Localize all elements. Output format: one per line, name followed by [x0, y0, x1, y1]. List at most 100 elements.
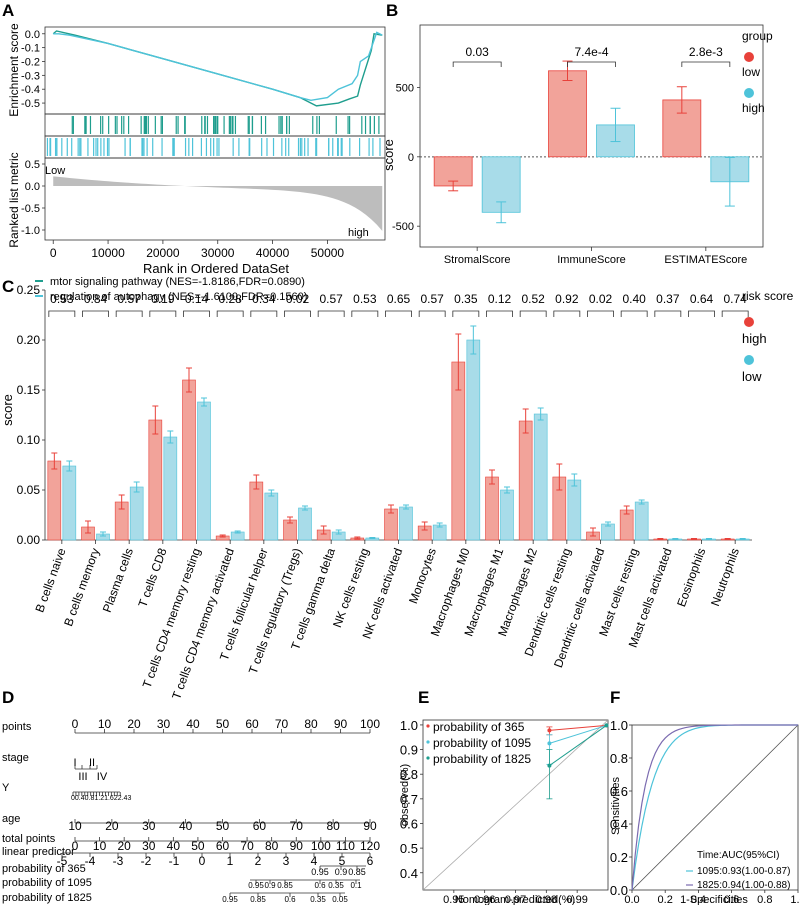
total-points-tick-label: 10 [93, 839, 107, 853]
panel-label-d: D [2, 688, 14, 707]
b-legend-dot-high [744, 88, 754, 98]
es-tick-label: -0.5 [21, 98, 40, 110]
b-bracket [567, 61, 616, 67]
prob365-tick-label: 0.9 [335, 867, 348, 877]
prob1095-tick-label: 0.85 [277, 881, 293, 890]
c-legend-dot-high [744, 317, 754, 327]
age-tick-label: 10 [68, 819, 82, 833]
c-legend-high: high [742, 331, 767, 346]
c-bracket [452, 310, 480, 317]
c-bar-low [264, 492, 279, 541]
stage-tick-label: IV [97, 771, 108, 783]
b-y-tick-label: 0 [408, 152, 414, 164]
c-category-label: B cells naive [32, 546, 68, 614]
c-y-tick-label: 0.10 [17, 433, 41, 447]
a-x-tick-label: 30000 [201, 246, 235, 260]
c-bracket [317, 310, 345, 317]
c-category-label: B cells memory [61, 546, 102, 628]
e-diagonal [422, 719, 609, 891]
f-legend-1825: 1825:0.94(1.00-0.88) [697, 880, 790, 891]
e-y-tick-label: 0.8 [400, 767, 418, 782]
nomogram-row-label: probability of 365 [2, 863, 86, 875]
c-pvalue: 0.02 [589, 292, 613, 306]
c-bar-high [47, 460, 62, 541]
panel-label-a: A [2, 1, 14, 20]
a-x-tick-label: 10000 [91, 246, 125, 260]
panel-label-c: C [2, 277, 14, 296]
f-y-axis-label: Sensitivities [610, 776, 622, 835]
f-x-tick-label: 1.0 [790, 894, 800, 905]
e-x-tick-label: 0.95 [443, 894, 464, 905]
b-pvalue: 0.03 [465, 45, 489, 59]
e-legend-label: probability of 1825 [433, 752, 531, 766]
age-tick-label: 70 [290, 819, 304, 833]
c-bracket [654, 310, 682, 317]
b-category-label: ImmuneScore [557, 254, 625, 266]
e-x-tick-label: 0.99 [566, 894, 587, 905]
ranked-metric-area [53, 176, 383, 231]
b-bar-ImmuneScore-low [548, 70, 587, 158]
y-tick-labels: 00.40.81.21.622.43 [71, 795, 131, 802]
b-legend-low: low [742, 65, 760, 79]
lp-tick-label: 5 [339, 854, 346, 868]
metric-tick-label: 0.5 [25, 159, 40, 171]
c-bracket [418, 310, 446, 317]
age-tick-label: 20 [105, 819, 119, 833]
e-calibration-line [549, 725, 607, 766]
c-y-tick-label: 0.25 [17, 283, 41, 297]
age-tick-label: 30 [142, 819, 156, 833]
c-category-label: T cells CD8 [135, 546, 169, 609]
points-tick-label: 10 [98, 717, 112, 731]
legend-mtor: mtor signaling pathway (NES=-1.8186,FDR=… [50, 276, 305, 288]
e-x-tick-label: 0.97 [505, 894, 526, 905]
e-calibration-line [549, 724, 607, 731]
f-y-tick-label: 0.4 [610, 817, 628, 832]
c-category-label: Eosinophils [674, 546, 708, 608]
e-y-tick-label: 0.9 [400, 743, 418, 758]
b-pvalue: 7.4e-4 [574, 45, 608, 59]
metric-tick-label: -0.5 [21, 203, 40, 215]
e-y-tick-label: 1.0 [400, 718, 418, 733]
c-pvalue: 0.37 [656, 292, 680, 306]
points-tick-label: 100 [360, 717, 380, 731]
b-category-label: StromalScore [444, 254, 511, 266]
c-pvalue: 0.34 [252, 292, 276, 306]
es-tick-label: -0.3 [21, 70, 40, 82]
lp-tick-label: 0 [199, 854, 206, 868]
c-bar-low [163, 436, 178, 541]
es-tick-label: -0.4 [21, 84, 40, 96]
total-points-tick-label: 120 [360, 839, 380, 853]
c-pvalue: 0.12 [488, 292, 512, 306]
age-tick-label: 60 [253, 819, 267, 833]
e-y-axis-label: observed(%) [399, 764, 411, 826]
lp-tick-label: 3 [283, 854, 290, 868]
panel-label-f: F [610, 688, 620, 707]
c-bar-low [129, 486, 144, 541]
total-points-tick-label: 100 [311, 839, 331, 853]
f-y-tick-label: 1.0 [610, 718, 628, 733]
c-pvalue: 0.57 [319, 292, 343, 306]
points-tick-label: 60 [245, 717, 259, 731]
c-bar-low [399, 506, 413, 541]
b-y-tick-label: -500 [392, 221, 414, 233]
nomogram-row-label: points [2, 721, 32, 733]
c-pvalue: 0.57 [420, 292, 444, 306]
e-point [604, 723, 609, 728]
c-pvalue: 0.35 [454, 292, 478, 306]
lp-tick-label: 2 [255, 854, 262, 868]
e-legend-label: probability of 365 [433, 720, 525, 734]
c-bar-low [567, 479, 582, 541]
f-legend-1095: 1095:0.93(1.00-0.87) [697, 866, 790, 877]
e-legend-dot [426, 756, 430, 760]
f-y-tick-label: 0.0 [610, 883, 628, 898]
c-bar-high [182, 379, 196, 541]
total-points-tick-label: 40 [167, 839, 181, 853]
e-calibration-line [549, 724, 607, 744]
f-y-tick-label: 0.8 [610, 751, 628, 766]
c-pvalue: 0.28 [218, 292, 242, 306]
prob1825-tick-label: 0.35 [310, 895, 326, 904]
c-bracket [553, 310, 581, 317]
c-bracket [519, 310, 547, 317]
prob365-tick-label: 0.95 [311, 867, 329, 877]
